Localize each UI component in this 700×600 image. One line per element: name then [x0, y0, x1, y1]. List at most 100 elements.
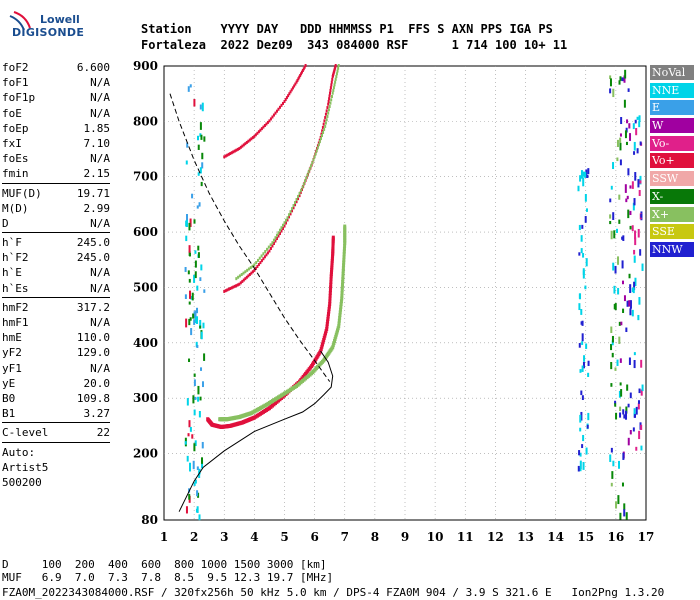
noise-echo — [619, 142, 622, 151]
param-row: yF2 129.0 — [2, 345, 110, 360]
noise-echo — [203, 353, 206, 361]
noise-echo — [581, 320, 584, 326]
noise-echo — [200, 181, 203, 187]
param-row: hmF1 N/A — [2, 315, 110, 330]
echo-point — [283, 221, 286, 225]
echo-point — [272, 242, 275, 246]
echo-point — [276, 398, 280, 403]
echo-point — [229, 287, 232, 291]
noise-echo — [611, 352, 614, 358]
echo-point — [339, 299, 343, 304]
x-tick-label: 16 — [608, 530, 625, 544]
echo-point — [230, 151, 233, 155]
echo-point — [337, 64, 340, 67]
noise-echo — [621, 482, 624, 487]
noise-echo — [612, 162, 615, 170]
noise-echo — [628, 123, 631, 129]
param-label: h`E — [2, 266, 22, 280]
echo-point — [255, 407, 259, 412]
noise-echo — [587, 412, 590, 421]
echo-point — [235, 148, 238, 152]
echo-point — [334, 77, 337, 81]
noise-echo — [609, 75, 612, 79]
echo-point — [288, 92, 291, 96]
noise-echo — [626, 384, 629, 391]
echo-point — [325, 322, 329, 327]
noise-echo — [200, 367, 203, 371]
echo-point — [341, 266, 345, 271]
echo-point — [295, 80, 298, 84]
noise-echo — [199, 104, 202, 110]
param-label: hmF2 — [2, 300, 29, 314]
echo-point — [298, 75, 301, 79]
noise-echo — [638, 297, 641, 305]
noise-echo — [580, 235, 583, 242]
noise-echo — [622, 308, 625, 313]
echo-point — [341, 271, 345, 276]
param-row: foF1 N/A — [2, 75, 110, 90]
noise-echo — [633, 408, 636, 416]
noise-echo — [640, 359, 643, 368]
param-separator — [2, 422, 110, 424]
noise-echo — [580, 390, 583, 396]
echo-point — [327, 102, 330, 106]
echo-point — [329, 274, 333, 279]
noise-echo — [585, 258, 588, 267]
x-tick-label: 7 — [341, 530, 349, 544]
echo-point — [321, 126, 324, 130]
echo-point — [254, 266, 257, 270]
echo-point — [270, 403, 274, 408]
noise-echo — [188, 318, 191, 326]
autoscaling-line2: Artist5 — [2, 460, 49, 474]
echo-point — [324, 124, 327, 128]
noise-echo — [641, 384, 644, 392]
echo-point — [341, 274, 345, 279]
noise-echo — [189, 290, 192, 299]
echo-point — [338, 310, 342, 315]
echo-point — [340, 288, 344, 293]
echo-point — [277, 231, 280, 235]
param-row: C-level 22 — [2, 425, 110, 440]
echo-point — [328, 293, 332, 298]
echo-point — [333, 336, 337, 341]
noise-echo — [635, 446, 638, 451]
param-value: 3.27 — [83, 407, 111, 421]
echo-point — [331, 345, 335, 350]
noise-echo — [619, 512, 622, 520]
noise-echo — [581, 224, 584, 229]
echo-point — [260, 405, 264, 410]
echo-point — [325, 109, 328, 113]
echo-point — [279, 395, 283, 400]
noise-echo — [610, 482, 613, 487]
echo-point — [272, 113, 275, 117]
echo-point — [289, 90, 292, 94]
echo-point — [295, 200, 298, 204]
noise-echo — [197, 385, 200, 395]
echo-point — [253, 263, 256, 267]
echo-point — [247, 267, 250, 271]
noise-echo — [197, 492, 200, 498]
echo-point — [296, 382, 300, 387]
echo-point — [264, 402, 268, 407]
echo-point — [328, 97, 331, 101]
echo-point — [281, 101, 284, 105]
noise-echo — [193, 409, 196, 416]
echo-point — [330, 256, 334, 261]
echo-point — [297, 77, 300, 81]
noise-echo — [616, 228, 619, 233]
param-label: foF1 — [2, 76, 29, 90]
noise-echo — [617, 287, 620, 295]
noise-echo — [196, 307, 199, 314]
noise-echo — [196, 285, 199, 291]
noise-echo — [189, 426, 192, 432]
echo-point — [322, 122, 325, 126]
param-value: N/A — [90, 106, 110, 120]
noise-echo — [578, 252, 581, 256]
echo-point — [258, 406, 262, 411]
noise-echo — [609, 198, 612, 203]
noise-echo — [187, 433, 190, 437]
echo-point — [247, 274, 250, 278]
param-value: 245.0 — [76, 251, 110, 265]
echo-point — [328, 296, 332, 301]
echo-point — [254, 133, 257, 137]
